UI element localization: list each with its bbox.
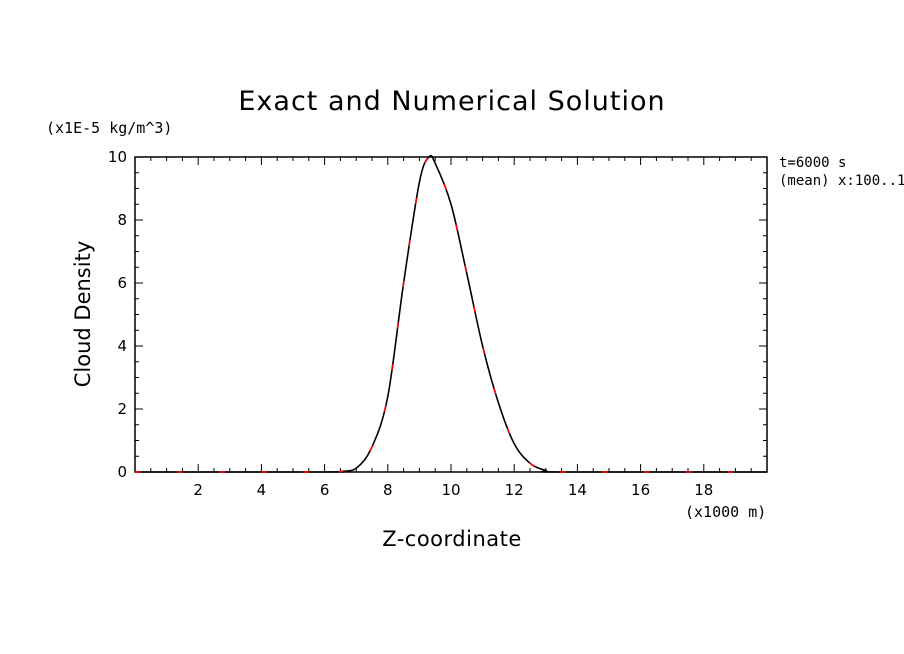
y-unit-label: (x1E-5 kg/m^3) — [46, 119, 173, 137]
exact-solution-line — [135, 154, 767, 473]
y-tick-label: 8 — [117, 211, 127, 229]
x-tick-label: 14 — [568, 481, 587, 499]
mean-info: (mean) x:100..1 — [779, 173, 904, 189]
x-tick-label: 12 — [505, 481, 524, 499]
x-tick-label: 10 — [441, 481, 460, 499]
y-tick-label: 0 — [117, 463, 127, 481]
data-lines — [135, 154, 767, 473]
y-tick-label: 6 — [117, 274, 127, 292]
x-tick-label: 16 — [631, 481, 650, 499]
y-tick-label: 2 — [117, 400, 127, 418]
time-info: t=6000 s — [779, 155, 847, 171]
x-tick-label: 18 — [694, 481, 713, 499]
y-tick-labels: 0 2 4 6 8 10 — [108, 148, 127, 481]
tick-marks — [135, 157, 767, 472]
y-tick-label: 4 — [117, 337, 127, 355]
y-tick-label: 10 — [108, 148, 127, 166]
x-tick-label: 6 — [320, 481, 330, 499]
y-axis-label: Cloud Density — [71, 240, 95, 388]
x-tick-labels: 2 4 6 8 10 12 14 16 18 — [193, 481, 713, 499]
x-tick-label: 4 — [257, 481, 267, 499]
x-tick-label: 8 — [383, 481, 393, 499]
x-axis-label: Z-coordinate — [382, 527, 522, 551]
x-unit-label: (x1000 m) — [685, 503, 767, 521]
chart-title: Exact and Numerical Solution — [238, 86, 666, 117]
x-tick-label: 2 — [193, 481, 203, 499]
